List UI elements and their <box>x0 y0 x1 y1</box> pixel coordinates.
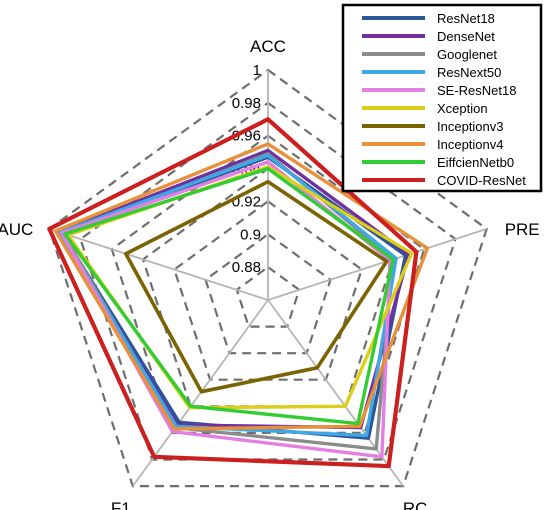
legend-label: EiffcienNetb0 <box>437 155 514 170</box>
grid-ring <box>110 134 426 434</box>
radial-tick-label: 0.9 <box>240 226 261 243</box>
legend-label: Inceptionv4 <box>437 137 504 152</box>
legend-label: Inceptionv3 <box>437 119 504 134</box>
series-inceptionv4 <box>53 142 430 431</box>
legend-label: SE-ResNet18 <box>437 83 516 98</box>
axis-label-acc: ACC <box>250 37 286 56</box>
grid-ring <box>235 265 301 328</box>
grid-ring <box>204 232 332 355</box>
axis-spoke <box>49 228 269 301</box>
legend-label: Googlenet <box>437 47 497 62</box>
legend-label: ResNet18 <box>437 11 495 26</box>
radial-tick-label: 0.88 <box>232 259 261 276</box>
series-covid-resnet <box>47 117 419 469</box>
series-inceptionv3 <box>124 179 389 394</box>
radial-tick-label: 0.98 <box>232 95 261 112</box>
legend: ResNet18 DenseNet Googlenet ResNext50 SE-Res… <box>341 3 543 193</box>
legend-label: COVID-ResNet <box>437 173 526 188</box>
axis-labels: ACC PRE RC F1 AUC <box>0 37 540 510</box>
legend-label: DenseNet <box>437 29 495 44</box>
axis-label-f1: F1 <box>111 499 131 510</box>
axis-label-rc: RC <box>403 499 428 510</box>
series-resnext50 <box>58 153 398 438</box>
legend-label: Xception <box>437 101 488 116</box>
legend-label: ResNext50 <box>437 65 501 80</box>
grid-ring <box>48 68 488 488</box>
axis-label-auc: AUC <box>0 220 33 239</box>
series-eiffciennetb0 <box>63 166 395 426</box>
series-layer <box>47 117 430 469</box>
axis-label-pre: PRE <box>505 220 540 239</box>
axis-spoke <box>267 228 487 301</box>
radial-tick-label: 1 <box>253 62 261 79</box>
